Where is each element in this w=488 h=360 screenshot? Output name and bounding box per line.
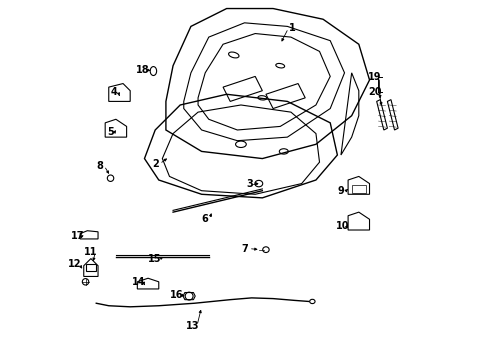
Text: 9: 9 [337, 186, 344, 197]
Text: 5: 5 [107, 127, 114, 137]
Text: 3: 3 [246, 179, 253, 189]
Text: 14: 14 [132, 277, 145, 287]
Text: 17: 17 [70, 231, 84, 242]
Text: 1: 1 [289, 23, 296, 33]
Text: 12: 12 [68, 259, 81, 269]
Text: 11: 11 [84, 247, 98, 257]
Text: 20: 20 [367, 87, 381, 98]
Text: 10: 10 [335, 221, 349, 231]
Text: 15: 15 [147, 254, 161, 264]
Text: 18: 18 [136, 65, 149, 75]
Text: 19: 19 [367, 72, 381, 82]
Text: 16: 16 [169, 290, 183, 300]
Text: 13: 13 [185, 321, 199, 331]
Text: 4: 4 [110, 87, 117, 98]
Text: 6: 6 [202, 214, 208, 224]
Text: 7: 7 [241, 244, 247, 253]
Text: 8: 8 [96, 161, 103, 171]
Text: 2: 2 [151, 159, 158, 169]
